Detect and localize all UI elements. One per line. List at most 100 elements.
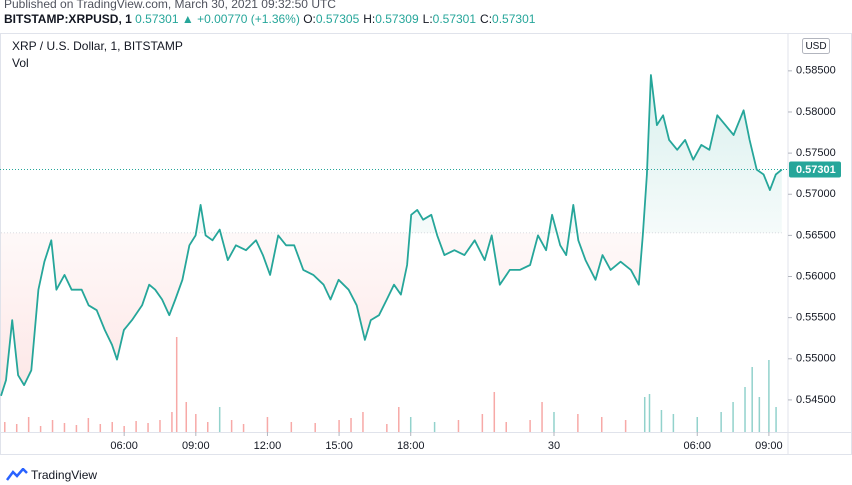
volume-bar [290, 422, 293, 432]
volume-bar [87, 418, 90, 432]
ohlc-value: 0.57309 [375, 12, 419, 26]
volume-bar [185, 402, 188, 432]
volume-bar [768, 360, 770, 432]
volume-bar [350, 418, 352, 432]
volume-bar [433, 422, 436, 432]
volume-bar [553, 412, 555, 432]
chart-title: XRP / U.S. Dollar, 1, BITSTAMP [12, 39, 183, 53]
ohlc: O:0.57305 H:0.57309 L:0.57301 C:0.57301 [303, 12, 539, 26]
x-tick-label: 15:00 [325, 440, 353, 452]
published: Published on TradingView.com, March 30, … [4, 0, 336, 11]
chart: XRP / U.S. Dollar, 1, BITSTAMP Vol USD 0… [0, 33, 852, 455]
volume-bar [505, 422, 507, 432]
symbol: BITSTAMP:XRPUSD, 1 [4, 12, 132, 26]
volume-bar [159, 420, 161, 432]
volume-bar [398, 407, 400, 432]
y-tick-label: 0.58500 [796, 65, 836, 77]
volume-bar [123, 426, 125, 432]
volume-bar [4, 422, 6, 432]
volume-bar [51, 420, 54, 432]
volume-bar [314, 423, 316, 432]
volume-bar [175, 337, 178, 432]
volume-bar [206, 422, 209, 432]
volume-bar [242, 424, 245, 432]
volume-bar [660, 410, 663, 432]
volume-bar [171, 412, 173, 432]
y-tick-label: 0.54500 [796, 394, 836, 406]
x-tick-label: 18:00 [397, 440, 425, 452]
y-tick-label: 0.56500 [796, 229, 836, 241]
volume-bar [775, 407, 777, 432]
volume-bar [696, 417, 699, 432]
volume-bar [577, 414, 579, 432]
volume-bar [648, 394, 651, 432]
ohlc-value: 0.57305 [315, 12, 360, 26]
ohlc-value: 0.57301 [492, 12, 536, 26]
brand: TradingView [31, 468, 98, 482]
volume-bar [758, 397, 761, 432]
ohlc-label: C: [480, 12, 493, 26]
volume-bar [720, 412, 722, 432]
change: ▲ +0.00770 (+1.36%) [181, 12, 300, 26]
volume-bar [218, 407, 221, 432]
volume-bar [409, 417, 412, 432]
volume-bar [744, 387, 746, 432]
x-tick-label: 09:00 [182, 440, 210, 452]
x-tick-label: 09:00 [755, 440, 783, 452]
y-tick-label: 0.58000 [796, 106, 836, 118]
y-tick-label: 0.55500 [796, 312, 836, 324]
volume-bar [493, 392, 496, 432]
y-tick-label: 0.57000 [796, 188, 836, 200]
x-tick-label: 30 [548, 440, 560, 452]
volume-bar [338, 420, 340, 432]
x-tick-label: 06:00 [683, 440, 711, 452]
volume-bar [99, 424, 102, 432]
volume-bar [230, 420, 233, 432]
plot-layer [0, 74, 783, 397]
logo [6, 468, 28, 481]
volume-bar [135, 421, 137, 432]
volume-bar [541, 402, 543, 432]
volume-bar [195, 414, 197, 432]
volume-bar [481, 414, 484, 432]
x-tick-label: 06:00 [110, 440, 138, 452]
volume-label: Vol [12, 56, 29, 70]
volume-bar [362, 412, 364, 432]
volume-bar [39, 426, 42, 432]
symbol-line: BITSTAMP:XRPUSD, 1 0.57301 ▲ +0.00770 (+… [4, 12, 539, 26]
volume-bar [27, 417, 30, 432]
volume-bar [111, 422, 113, 432]
volume-layer [4, 337, 777, 432]
y-tick-label: 0.56000 [796, 270, 836, 282]
volume-bar [75, 425, 78, 432]
currency-box [802, 38, 830, 54]
footer: TradingView [6, 468, 97, 482]
last-price-label: 0.57301 [796, 164, 836, 176]
volume-bar [15, 424, 18, 432]
volume-bar [643, 397, 646, 432]
volume-bar [529, 420, 531, 432]
price: 0.57301 [135, 12, 179, 26]
x-tick-label: 12:00 [254, 440, 282, 452]
baseline-area [0, 75, 782, 396]
ohlc-label: L: [422, 12, 433, 26]
volume-bar [751, 367, 753, 432]
volume-bar [266, 417, 269, 432]
price-line [0, 74, 783, 397]
y-tick-label: 0.57500 [796, 147, 836, 159]
volume-bar [147, 423, 149, 432]
volume-bar [672, 414, 675, 432]
ohlc-label: H: [363, 12, 376, 26]
volume-bar [457, 420, 460, 432]
currency: USD [805, 41, 826, 52]
ohlc-value: 0.57301 [432, 12, 477, 26]
last-price-box [789, 161, 841, 178]
volume-bar [386, 424, 388, 432]
volume-bar [63, 423, 66, 432]
volume-bar [600, 417, 603, 432]
ohlc-label: O: [303, 12, 316, 26]
volume-bar [624, 420, 627, 432]
volume-bar [732, 402, 734, 432]
y-tick-label: 0.55000 [796, 353, 836, 365]
